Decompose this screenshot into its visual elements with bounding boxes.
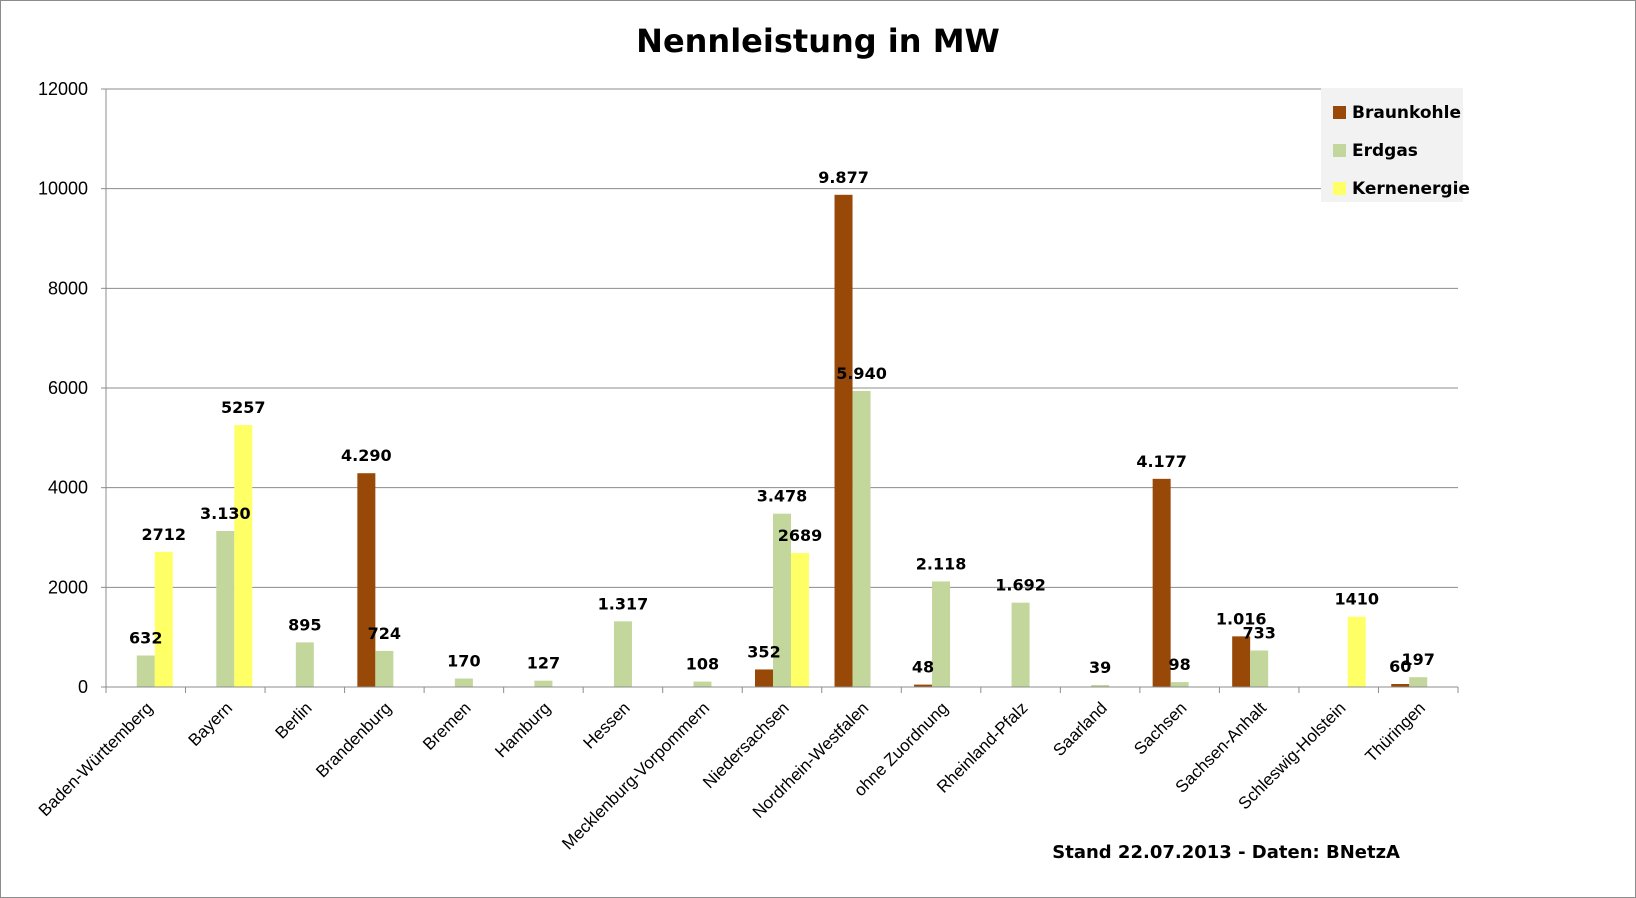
legend-swatch-erdgas bbox=[1333, 144, 1346, 157]
data-label: 108 bbox=[686, 655, 719, 674]
bar-erdgas bbox=[1091, 685, 1110, 687]
data-label: 1410 bbox=[1334, 590, 1379, 609]
chart-title: Nennleistung in MW bbox=[636, 22, 1000, 60]
y-tick-label: 10000 bbox=[38, 179, 88, 199]
data-label: 9.877 bbox=[818, 168, 869, 187]
data-label: 127 bbox=[527, 654, 560, 673]
bar-erdgas bbox=[1011, 602, 1030, 687]
legend-label-braunkohle: Braunkohle bbox=[1352, 103, 1461, 123]
bar-erdgas bbox=[216, 531, 235, 687]
legend-swatch-kernenergie bbox=[1333, 182, 1346, 195]
legend-label-erdgas: Erdgas bbox=[1352, 141, 1418, 161]
data-label: 724 bbox=[368, 624, 401, 643]
bar-erdgas bbox=[693, 681, 712, 687]
bar-kernenergie bbox=[1347, 616, 1366, 687]
data-label: 3.478 bbox=[757, 487, 808, 506]
source-note: Stand 22.07.2013 - Daten: BNetzA bbox=[1052, 842, 1400, 863]
bar-braunkohle bbox=[914, 684, 933, 687]
data-label: 2712 bbox=[141, 525, 186, 544]
x-tick-label: Sachsen bbox=[1130, 698, 1190, 758]
bar-braunkohle bbox=[1391, 684, 1410, 687]
bar-kernenergie bbox=[791, 552, 809, 687]
y-tick-label: 6000 bbox=[48, 378, 88, 398]
data-label: 4.177 bbox=[1136, 452, 1187, 471]
x-tick-label: Hamburg bbox=[491, 698, 554, 761]
data-label: 98 bbox=[1169, 655, 1191, 674]
data-label: 170 bbox=[447, 652, 480, 671]
data-label: 5257 bbox=[221, 398, 266, 417]
legend-swatch-braunkohle bbox=[1333, 106, 1346, 119]
x-tick-label: Mecklenburg-Vorpommern bbox=[558, 698, 713, 853]
y-tick-label: 2000 bbox=[48, 577, 88, 597]
x-tick-label: Hessen bbox=[580, 698, 634, 752]
legend-label-kernenergie: Kernenergie bbox=[1352, 179, 1470, 199]
data-labels: 632 2712 3.130 5257 895 4.290 724 170 127 1.317 10… bbox=[129, 168, 1435, 677]
data-label: 1.016 bbox=[1216, 609, 1267, 628]
bar-erdgas bbox=[1409, 677, 1428, 687]
bar-braunkohle bbox=[1232, 636, 1251, 687]
x-tick-label: Baden-Württemberg bbox=[35, 698, 157, 820]
data-label: 3.130 bbox=[200, 504, 251, 523]
x-tick-label: Thüringen bbox=[1361, 698, 1429, 766]
data-label: 5.940 bbox=[836, 364, 887, 383]
data-label: 197 bbox=[1402, 650, 1435, 669]
data-label: 733 bbox=[1242, 623, 1275, 642]
bar-kernenergie bbox=[234, 425, 253, 687]
y-tick-label: 12000 bbox=[38, 79, 88, 99]
bar-erdgas bbox=[613, 621, 632, 687]
bar-erdgas bbox=[932, 581, 951, 687]
bar-erdgas bbox=[454, 678, 473, 687]
bar-braunkohle bbox=[357, 473, 376, 687]
x-tick-label: Saarland bbox=[1049, 698, 1111, 760]
data-label: 4.290 bbox=[341, 446, 392, 465]
x-tick-label: Bayern bbox=[185, 698, 237, 750]
bar-erdgas bbox=[295, 642, 314, 687]
bar-erdgas bbox=[136, 655, 155, 687]
bar-braunkohle bbox=[755, 669, 773, 687]
y-tick-label: 0 bbox=[78, 677, 88, 697]
data-label: 39 bbox=[1089, 658, 1111, 677]
data-label: 2689 bbox=[778, 526, 823, 545]
bar-erdgas bbox=[773, 513, 791, 687]
data-label: 48 bbox=[912, 658, 934, 677]
bar-kernenergie bbox=[154, 551, 173, 687]
x-tick-label: Berlin bbox=[271, 698, 315, 742]
data-label: 2.118 bbox=[916, 554, 967, 573]
bar-erdgas bbox=[534, 680, 553, 687]
data-label: 632 bbox=[129, 629, 162, 648]
bar-braunkohle bbox=[1152, 478, 1171, 687]
bar-erdgas bbox=[375, 650, 394, 687]
data-label: 1.317 bbox=[598, 594, 649, 613]
legend: Braunkohle Erdgas Kernenergie bbox=[1321, 88, 1470, 202]
y-axis: 0 2000 4000 6000 8000 10000 12000 bbox=[38, 79, 107, 697]
y-tick-label: 4000 bbox=[48, 478, 88, 498]
bar-erdgas bbox=[852, 390, 871, 687]
gridlines bbox=[106, 88, 1458, 588]
bars bbox=[136, 194, 1428, 687]
x-tick-label: Bremen bbox=[419, 698, 475, 754]
data-label: 1.692 bbox=[995, 576, 1046, 595]
y-tick-label: 8000 bbox=[48, 278, 88, 298]
bar-braunkohle bbox=[834, 194, 853, 687]
bar-erdgas bbox=[1170, 682, 1189, 687]
data-label: 895 bbox=[288, 615, 321, 634]
bar-erdgas bbox=[1250, 650, 1269, 687]
data-label: 352 bbox=[747, 642, 780, 661]
x-tick-label: Brandenburg bbox=[312, 698, 395, 781]
data-label: 60 bbox=[1389, 657, 1411, 676]
x-axis: Baden-Württemberg Bayern BerlinBrandenburg… bbox=[35, 686, 1459, 853]
